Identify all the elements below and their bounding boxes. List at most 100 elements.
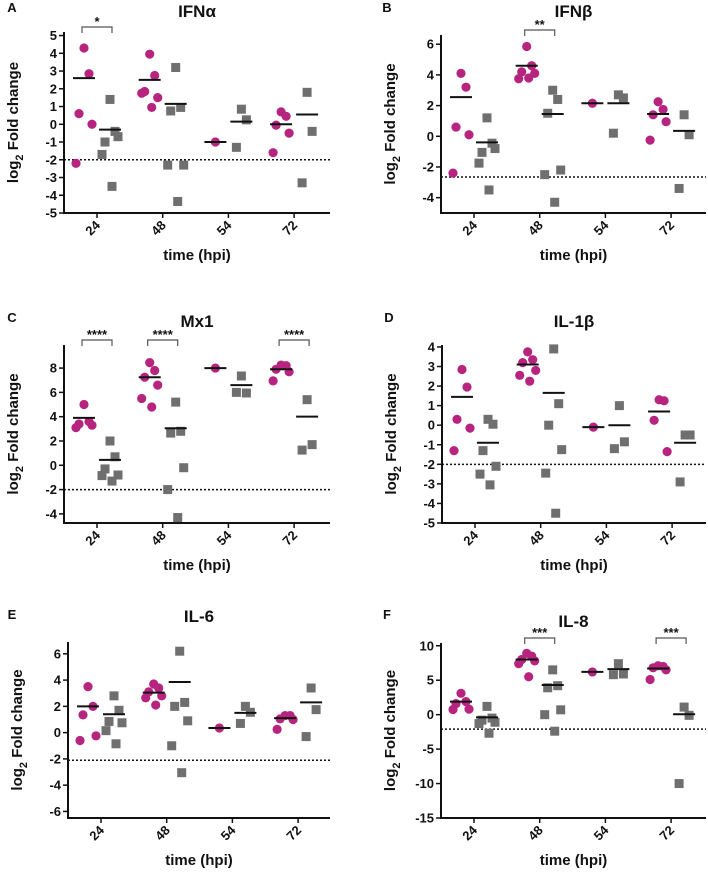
x-axis-label: time (hpi) xyxy=(540,247,608,264)
control-point xyxy=(97,149,107,159)
control-point xyxy=(113,470,123,480)
y-label-subscript: 2 xyxy=(391,156,403,162)
infected-point xyxy=(517,67,527,77)
infected-point xyxy=(145,49,155,59)
control-point xyxy=(101,726,111,736)
infected-point xyxy=(661,117,671,127)
infected-point xyxy=(145,358,155,368)
infected-point xyxy=(462,382,472,392)
significance-bracket xyxy=(524,637,556,644)
control-point xyxy=(163,160,173,170)
infected-point xyxy=(284,128,294,138)
x-tick-label: 54 xyxy=(591,217,612,238)
infected-point xyxy=(272,724,282,734)
y-tick-label: 4 xyxy=(50,46,58,61)
control-point xyxy=(176,102,186,112)
control-point xyxy=(491,461,501,471)
y-tick-label: -10 xyxy=(415,776,434,791)
panel-title: IFNβ xyxy=(555,2,593,21)
significance-stars: **** xyxy=(153,327,174,342)
y-axis-label: log2 Fold change xyxy=(5,373,26,494)
y-tick-label: -4 xyxy=(45,506,57,521)
infected-point xyxy=(268,148,278,158)
y-tick-label: 0 xyxy=(427,707,434,722)
x-tick-label: 24 xyxy=(459,217,480,238)
y-tick-label: -4 xyxy=(423,496,435,511)
control-point xyxy=(113,132,123,142)
y-tick-label: 4 xyxy=(427,67,435,82)
control-point xyxy=(675,477,685,487)
control-point xyxy=(474,719,484,729)
x-tick-label: 54 xyxy=(591,822,612,843)
infected-point xyxy=(78,710,88,720)
y-tick-label: 8 xyxy=(50,361,57,376)
x-tick-label: 48 xyxy=(152,823,173,844)
y-label-log: log xyxy=(5,472,22,495)
infected-point xyxy=(523,347,533,357)
control-point xyxy=(302,87,312,97)
infected-point xyxy=(514,74,524,84)
panel-letter: C xyxy=(7,310,17,325)
control-point xyxy=(544,420,554,430)
infected-point xyxy=(154,683,164,693)
control-point xyxy=(684,130,694,140)
control-point xyxy=(482,701,492,711)
significance-stars: ** xyxy=(535,17,546,32)
y-label-subscript: 2 xyxy=(14,466,26,472)
y-tick-label: 2 xyxy=(54,699,61,714)
infected-point xyxy=(147,402,157,412)
control-point xyxy=(173,196,183,206)
y-tick-label: -2 xyxy=(45,482,57,497)
significance-stars: *** xyxy=(532,625,548,640)
control-point xyxy=(557,445,567,455)
y-label-rest: Fold change xyxy=(383,373,400,466)
y-tick-label: -2 xyxy=(423,457,435,472)
infected-point xyxy=(87,420,97,430)
y-tick-label: 5 xyxy=(50,28,57,43)
infected-point xyxy=(150,365,160,376)
significance-bracket xyxy=(524,29,556,36)
infected-point xyxy=(79,399,89,410)
control-point xyxy=(485,480,495,490)
control-point xyxy=(488,419,498,429)
y-label-rest: Fold change xyxy=(5,373,22,466)
control-point xyxy=(618,669,628,679)
infected-point xyxy=(645,135,655,145)
y-axis-label: log2 Fold change xyxy=(382,63,403,184)
control-point xyxy=(484,728,494,738)
y-tick-label: -4 xyxy=(45,188,57,203)
infected-point xyxy=(153,93,163,103)
x-axis-label: time (hpi) xyxy=(540,557,608,574)
control-point xyxy=(619,437,629,447)
infected-point xyxy=(449,446,459,456)
x-tick-label: 72 xyxy=(283,823,304,844)
control-point xyxy=(554,399,564,409)
control-point xyxy=(231,142,241,152)
infected-point xyxy=(530,656,540,666)
y-label-log: log xyxy=(9,768,26,791)
y-tick-label: 3 xyxy=(50,64,57,79)
control-point xyxy=(183,716,193,726)
y-tick-label: -15 xyxy=(415,811,434,826)
x-axis-label: time (hpi) xyxy=(165,852,233,869)
control-point xyxy=(540,710,550,720)
y-tick-label: 1 xyxy=(428,398,435,413)
infected-point xyxy=(151,700,161,710)
control-point xyxy=(297,178,307,188)
control-point xyxy=(541,468,551,478)
panel-f: F IL-8 -15 -10 -5 0 5 10 log2 Fold change time (h… xyxy=(382,607,706,869)
x-tick-label: 24 xyxy=(86,822,107,843)
control-point xyxy=(235,718,245,728)
control-point xyxy=(674,183,684,193)
panel-letter: D xyxy=(384,310,393,325)
y-tick-label: 4 xyxy=(50,409,58,424)
y-tick-label: -5 xyxy=(45,206,57,221)
panel-letter: B xyxy=(382,0,391,15)
x-tick-label: 72 xyxy=(656,218,677,239)
y-label-rest: Fold change xyxy=(5,62,22,155)
y-label-log: log xyxy=(5,161,22,184)
control-point xyxy=(302,395,312,405)
infected-point xyxy=(448,168,458,178)
